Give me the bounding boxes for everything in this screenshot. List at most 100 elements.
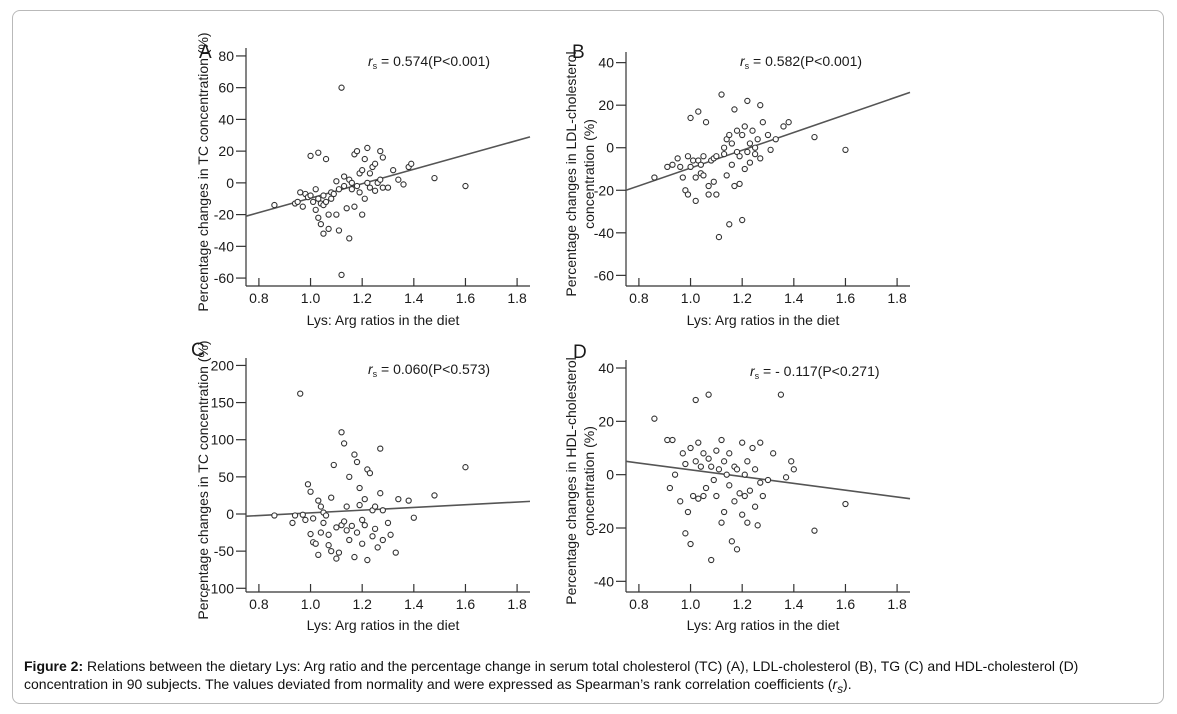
- data-point: [739, 131, 746, 139]
- chart-panel-a: 80 60 40 20 0 -20 -40 -60 0.8 1.0 1.2 1.4 1.6 1.8 Lys:…: [195, 32, 531, 328]
- panel-label: D: [573, 342, 587, 363]
- data-point: [713, 492, 720, 500]
- data-point: [340, 440, 348, 447]
- y-axis-label: concentration (%): [581, 426, 597, 536]
- data-point: [377, 445, 384, 452]
- data-point: [731, 106, 738, 113]
- data-point: [842, 146, 849, 154]
- data-point: [315, 195, 322, 202]
- data-point: [708, 463, 715, 470]
- data-point: [384, 184, 392, 191]
- data-point: [348, 522, 356, 530]
- y-tick-label: 40: [218, 111, 234, 127]
- data-point: [754, 136, 761, 143]
- data-point: [309, 515, 317, 522]
- x-tick-label: 1.4: [784, 290, 804, 306]
- data-point: [330, 461, 337, 469]
- data-point: [346, 536, 353, 544]
- data-point: [741, 492, 748, 500]
- data-point: [697, 161, 705, 168]
- data-point: [677, 163, 684, 171]
- caption-rs-symbol: r: [832, 676, 838, 692]
- x-tick-label: 1.4: [784, 596, 804, 612]
- data-point: [692, 396, 699, 404]
- data-point: [392, 549, 399, 556]
- y-tick-label: -40: [214, 238, 234, 254]
- data-point: [343, 205, 350, 212]
- data-point: [297, 390, 304, 397]
- data-point: [307, 488, 314, 495]
- data-point: [780, 123, 787, 130]
- y-tick-label: -60: [594, 267, 614, 283]
- data-point: [289, 519, 296, 527]
- data-point: [679, 450, 686, 457]
- data-point: [736, 180, 743, 188]
- data-point: [299, 511, 306, 518]
- x-axis-label: Lys: Arg ratios in the diet: [307, 312, 460, 328]
- charts-container: 80 60 40 20 0 -20 -40 -60 0.8 1.0 1.2 1.4 1.6 1.8 Lys:…: [191, 32, 911, 633]
- x-tick-label: 0.8: [249, 290, 269, 306]
- regression-line: [625, 91, 911, 192]
- data-point: [312, 206, 319, 213]
- data-point: [751, 144, 759, 151]
- data-point: [739, 439, 746, 446]
- data-point: [462, 464, 469, 471]
- data-point: [731, 182, 738, 190]
- y-tick-label: -20: [214, 207, 234, 223]
- data-point: [702, 484, 710, 492]
- data-point: [333, 178, 340, 185]
- data-point: [697, 463, 705, 470]
- y-tick-label: 40: [598, 360, 614, 376]
- data-point: [307, 152, 314, 160]
- data-point: [317, 503, 325, 510]
- data-point: [371, 525, 379, 533]
- data-point: [315, 214, 322, 221]
- data-point: [695, 439, 702, 446]
- data-point: [674, 155, 681, 162]
- data-point: [679, 174, 686, 181]
- data-point: [700, 492, 707, 500]
- data-point: [351, 553, 358, 561]
- panel-label: B: [572, 42, 585, 63]
- y-tick-label: 0: [226, 506, 234, 522]
- data-point: [723, 172, 730, 179]
- data-point: [746, 159, 754, 166]
- data-point: [733, 127, 741, 134]
- data-point: [682, 530, 689, 537]
- y-axis-label: Percentage changes in TC concentration (…: [195, 32, 211, 311]
- data-point: [271, 201, 278, 209]
- data-point: [320, 192, 327, 199]
- data-point: [291, 512, 299, 519]
- y-tick-label: -100: [206, 580, 234, 596]
- data-point: [782, 474, 790, 481]
- data-point: [651, 174, 658, 181]
- data-point: [736, 153, 743, 160]
- x-tick-label: 0.8: [629, 290, 649, 306]
- data-point: [726, 450, 733, 457]
- data-point: [811, 133, 818, 141]
- x-tick-label: 1.6: [836, 290, 856, 306]
- stat-annotation: rs = 0.582(P<0.001): [740, 53, 862, 71]
- x-tick-label: 1.2: [732, 596, 752, 612]
- data-point: [739, 216, 746, 224]
- y-tick-label: 0: [226, 175, 234, 191]
- y-tick-label: 20: [218, 143, 234, 159]
- caption-text-end: ).: [843, 676, 852, 692]
- y-tick-label: 40: [598, 55, 614, 71]
- x-tick-label: 1.0: [681, 290, 701, 306]
- x-tick-label: 1.2: [732, 290, 752, 306]
- figure-frame: [12, 10, 1164, 704]
- data-point: [353, 458, 361, 466]
- data-point: [320, 519, 327, 527]
- data-point: [749, 127, 756, 134]
- data-point: [364, 179, 371, 187]
- data-point: [340, 173, 348, 180]
- data-point: [325, 211, 332, 218]
- data-point: [356, 484, 363, 492]
- data-point: [359, 167, 366, 174]
- data-point: [772, 136, 779, 143]
- data-point: [328, 195, 335, 202]
- data-point: [677, 498, 684, 505]
- data-point: [788, 458, 795, 465]
